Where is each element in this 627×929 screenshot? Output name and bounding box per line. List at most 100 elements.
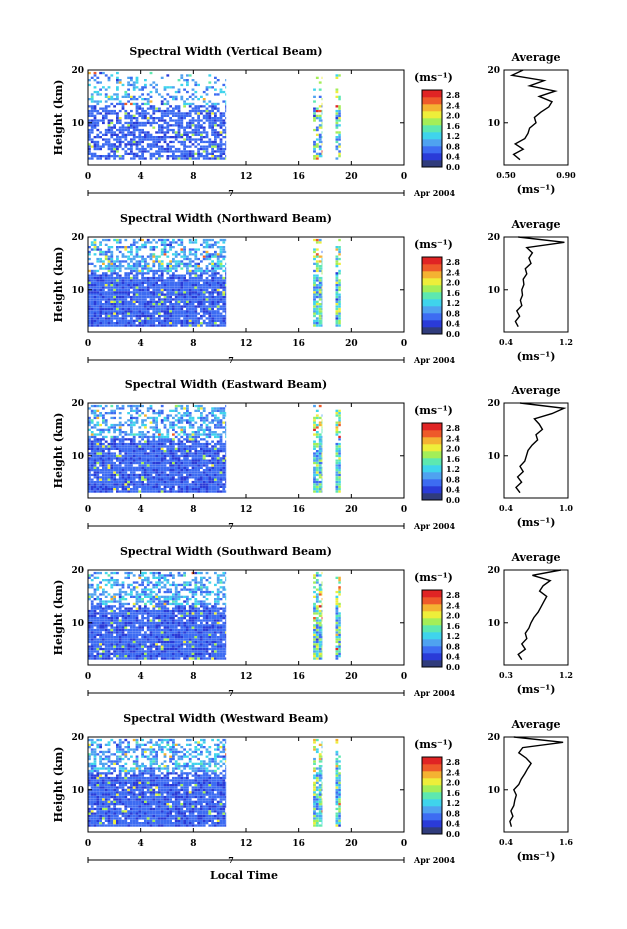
heatmap-cell: [202, 485, 206, 488]
heatmap-cell: [208, 117, 212, 120]
heatmap-cell: [338, 485, 341, 488]
colorbar-swatch: [422, 306, 442, 314]
heatmap-cell: [99, 312, 102, 315]
heatmap-cell: [141, 423, 144, 427]
heatmap-cell: [225, 447, 227, 450]
heatmap-cell: [174, 95, 178, 98]
heatmap-cell: [158, 124, 161, 127]
heatmap-cell: [160, 454, 164, 458]
heatmap-cell: [127, 291, 130, 294]
heatmap-cell: [205, 473, 209, 477]
heatmap-cell: [96, 281, 100, 284]
heatmap-cell: [335, 114, 339, 117]
heatmap-cell: [318, 466, 322, 469]
heatmap-cell: [110, 257, 114, 261]
heatmap-cell: [93, 473, 97, 477]
heatmap-cell: [188, 274, 192, 277]
heatmap-cell: [172, 459, 175, 462]
heatmap-cell: [191, 138, 195, 141]
heatmap-cell: [132, 102, 136, 106]
heatmap-cell: [149, 454, 153, 458]
heatmap-cell: [130, 438, 133, 441]
heatmap-cell: [219, 469, 223, 472]
heatmap-cell: [138, 112, 142, 115]
heatmap-cell: [118, 109, 122, 113]
heatmap-cell: [313, 423, 316, 427]
heatmap-cell: [208, 238, 212, 242]
heatmap-cell: [222, 469, 226, 472]
heatmap-cell: [315, 452, 319, 455]
heatmap-cell: [132, 243, 136, 246]
heatmap-cell: [169, 464, 172, 467]
heatmap-cell: [166, 322, 170, 325]
heatmap-cell: [116, 300, 119, 303]
heatmap-cell: [163, 464, 167, 467]
heatmap-cell: [216, 652, 220, 655]
heatmap-cell: [186, 272, 189, 275]
heatmap-cell: [338, 473, 341, 477]
heatmap-cell: [222, 638, 226, 641]
heatmap-cell: [144, 157, 147, 160]
heatmap-cell: [163, 241, 167, 244]
heatmap-cell: [197, 652, 200, 655]
heatmap-cell: [113, 473, 116, 477]
heatmap-cell: [146, 305, 150, 308]
heatmap-cell: [155, 466, 158, 469]
heatmap-cell: [96, 312, 100, 315]
heatmap-cell: [93, 476, 97, 479]
heatmap-cell: [149, 246, 153, 249]
heatmap-cell: [200, 112, 203, 115]
heatmap-cell: [177, 488, 181, 491]
heatmap-cell: [200, 426, 203, 429]
heatmap-cell: [118, 128, 122, 132]
heatmap-cell: [338, 416, 341, 420]
heatmap-cell: [191, 423, 195, 427]
heatmap-cell: [124, 483, 128, 486]
heatmap-cell: [191, 272, 195, 275]
heatmap-cell: [127, 255, 130, 258]
heatmap-cell: [160, 126, 164, 129]
heatmap-cell: [132, 442, 136, 446]
heatmap-cell: [160, 647, 164, 651]
heatmap-cell: [166, 150, 170, 153]
heatmap-cell: [107, 442, 111, 446]
heatmap-cell: [214, 138, 217, 141]
heatmap-cell: [113, 238, 116, 242]
heatmap-cell: [127, 640, 130, 644]
heatmap-cell: [158, 652, 161, 655]
heatmap-cell: [166, 288, 170, 292]
heatmap-cell: [121, 450, 125, 453]
heatmap-cell: [127, 267, 130, 270]
heatmap-cell: [219, 407, 223, 410]
heatmap-cell: [208, 636, 212, 639]
heatmap-cell: [127, 262, 130, 265]
heatmap-cell: [132, 140, 136, 144]
heatmap-cell: [321, 260, 323, 263]
heatmap-cell: [127, 645, 130, 648]
heatmap-cell: [118, 407, 122, 410]
heatmap-cell: [169, 442, 172, 446]
heatmap-cell: [216, 464, 220, 467]
heatmap-cell: [186, 638, 189, 641]
heatmap-cell: [138, 147, 142, 151]
heatmap-cell: [315, 295, 319, 299]
heatmap-cell: [216, 409, 220, 412]
heatmap-cell: [313, 305, 316, 308]
heatmap-cell: [107, 267, 111, 270]
heatmap-cell: [107, 469, 111, 472]
heatmap-cell: [146, 466, 150, 469]
heatmap-cell: [163, 483, 167, 486]
heatmap-cell: [135, 140, 139, 144]
heatmap-cell: [222, 293, 226, 296]
heatmap-cell: [219, 445, 223, 448]
heatmap-cell: [183, 274, 186, 277]
heatmap-cell: [104, 435, 108, 439]
heatmap-cell: [130, 98, 133, 101]
heatmap-cell: [104, 250, 108, 254]
heatmap-cell: [321, 483, 323, 486]
heatmap-cell: [222, 657, 226, 660]
heatmap-cell: [200, 473, 203, 477]
heatmap-cell: [200, 445, 203, 448]
heatmap-cell: [99, 485, 102, 488]
heatmap-cell: [110, 640, 114, 644]
